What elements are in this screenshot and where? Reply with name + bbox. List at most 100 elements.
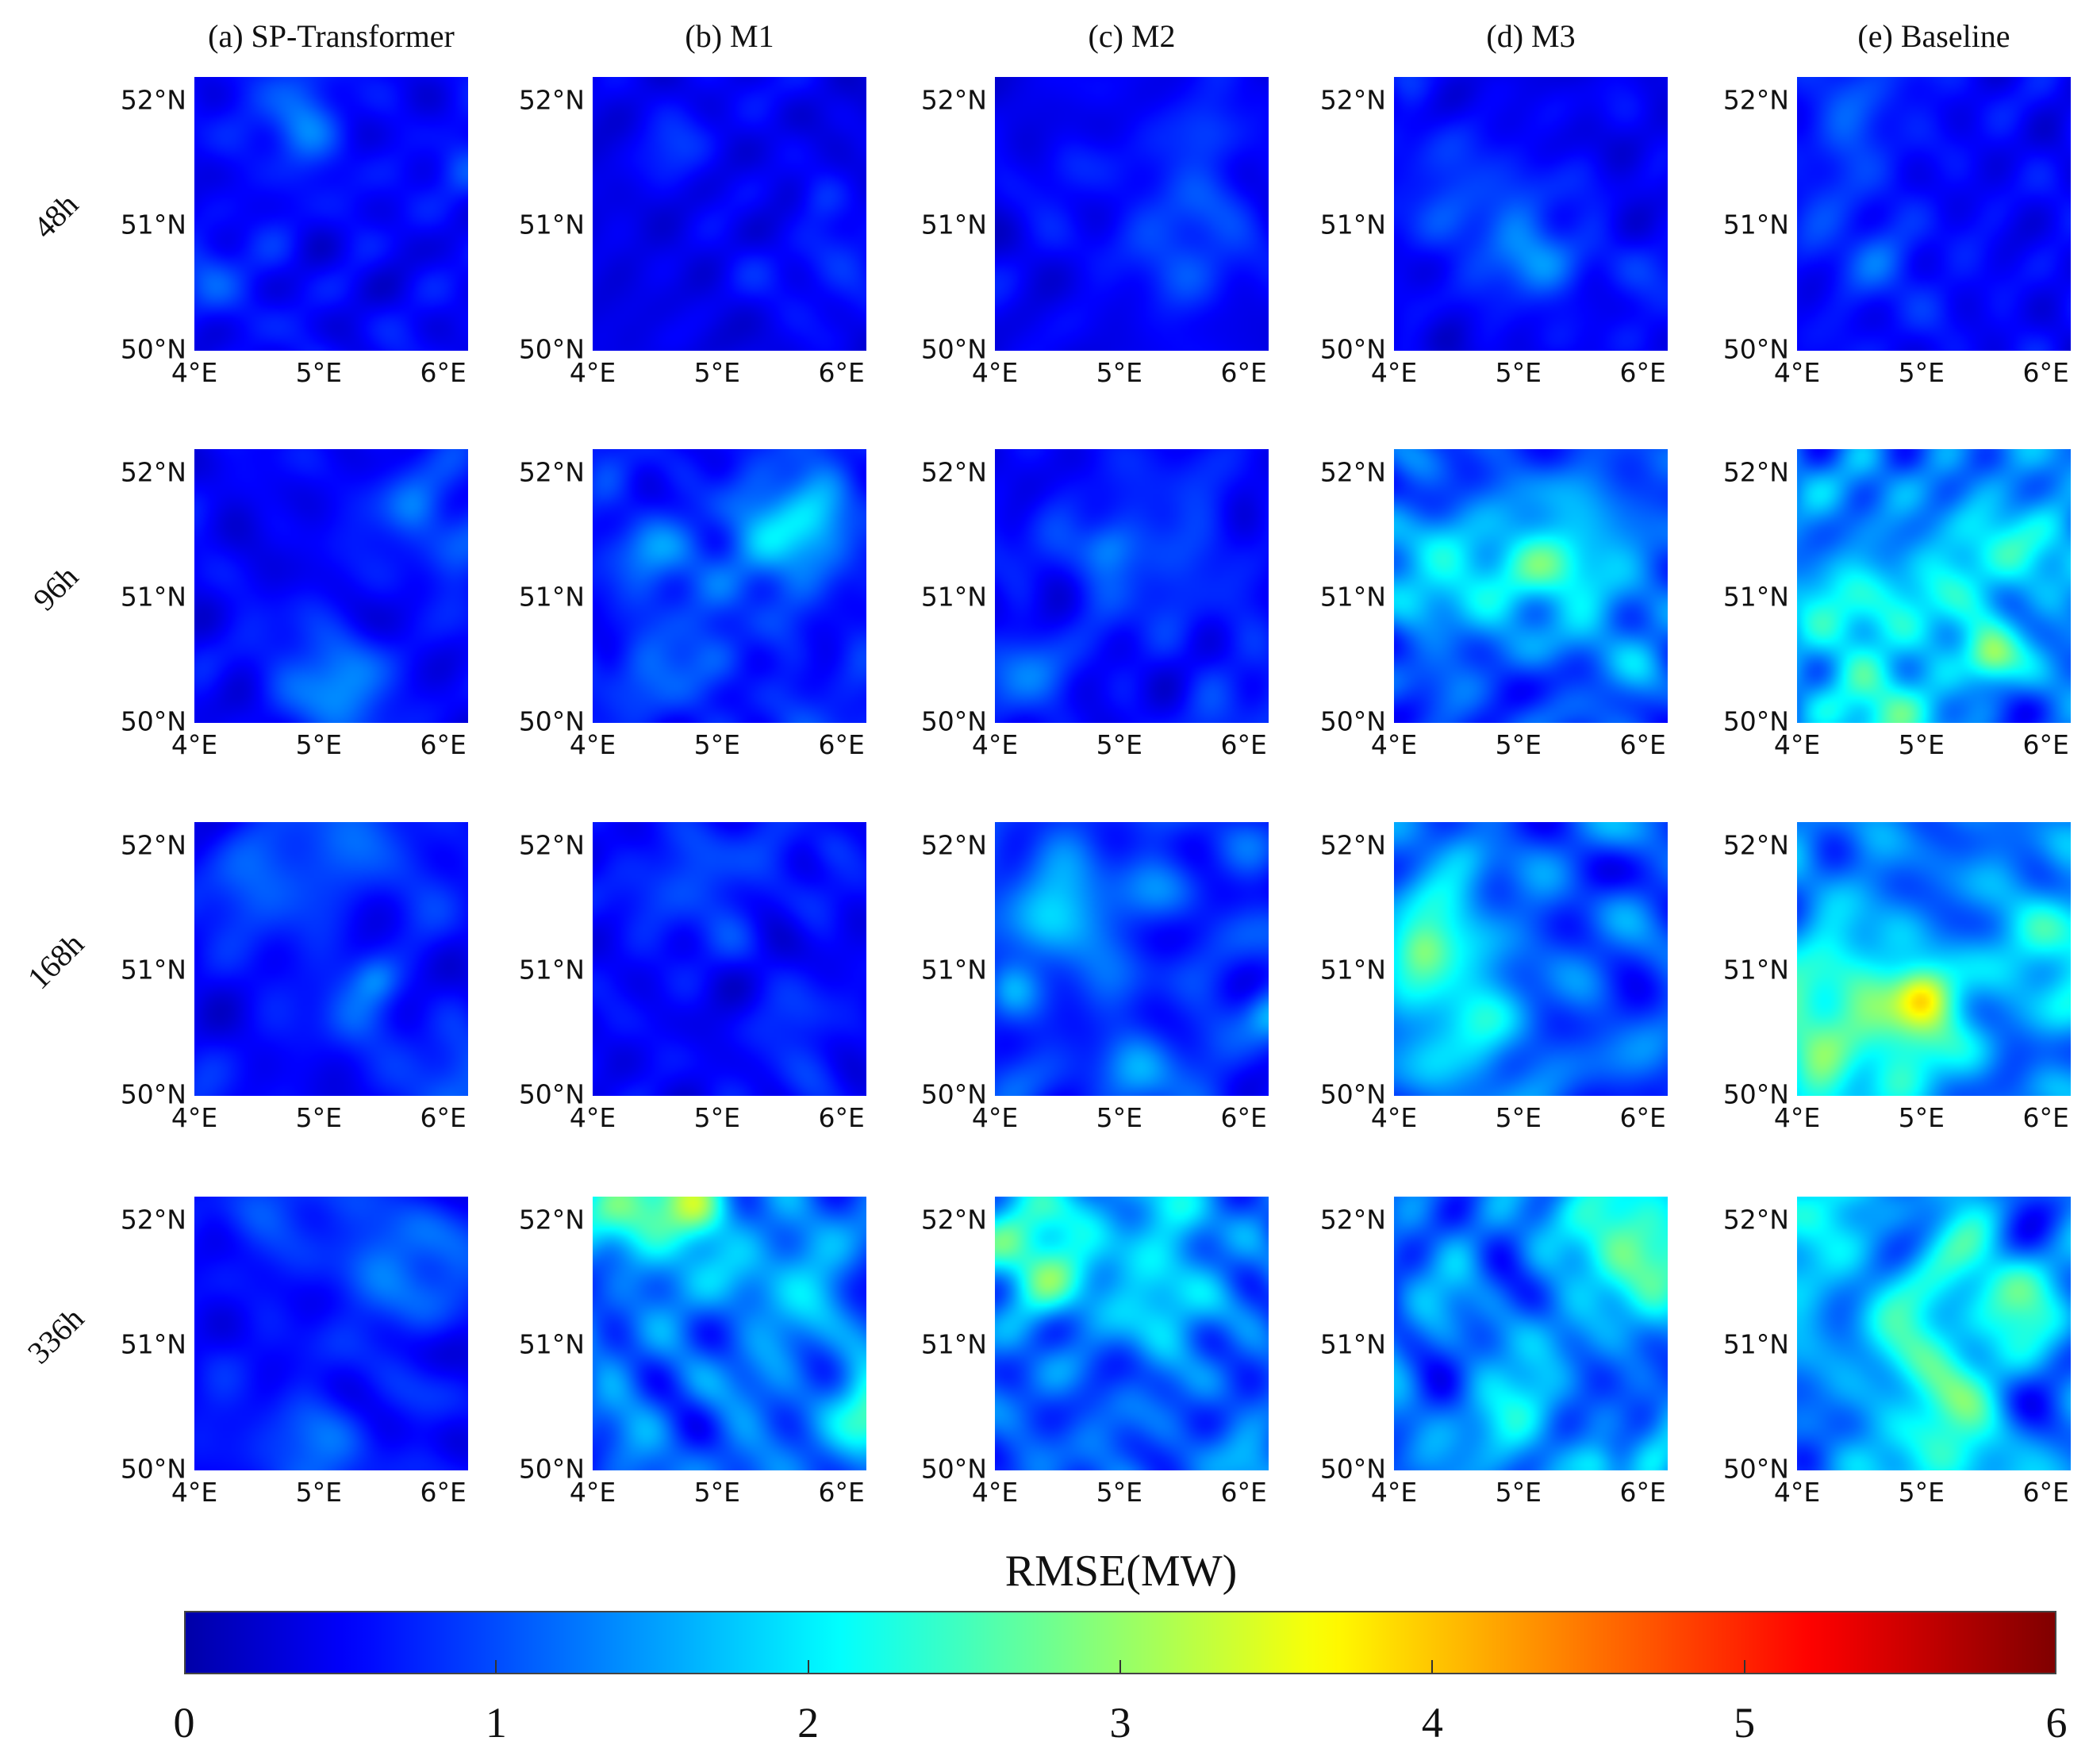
y-tick-label: 52°N [1319,456,1386,488]
y-tick-label: 52°N [1722,456,1789,488]
y-tick-label: 52°N [120,84,186,116]
x-tick-label: 4°E [971,1102,1019,1133]
heatmap-field [1797,822,2071,1096]
x-tick-label: 4°E [569,1477,616,1508]
colorbar-tick-label: 2 [797,1699,820,1747]
row-label: 96h [25,558,86,618]
x-tick-label: 6°E [1619,357,1666,388]
heatmap-field [995,1197,1269,1470]
heatmap-field [1394,822,1668,1096]
colorbar-tick-label: 0 [173,1699,195,1747]
x-tick-label: 4°E [1773,357,1821,388]
y-tick-label: 52°N [120,829,186,861]
x-tick-label: 5°E [693,729,740,760]
x-tick-label: 5°E [1898,357,1945,388]
y-tick-label: 50°N [518,333,585,365]
x-tick-label: 4°E [1370,1477,1418,1508]
x-tick-label: 4°E [1370,729,1418,760]
y-tick-label: 52°N [1722,84,1789,116]
y-tick-label: 51°N [1319,581,1386,613]
x-tick-label: 6°E [1220,729,1267,760]
x-tick-label: 5°E [1096,357,1142,388]
y-tick-label: 51°N [518,581,585,613]
x-tick-label: 6°E [1619,729,1666,760]
x-tick-label: 5°E [693,1477,740,1508]
y-tick-label: 52°N [920,829,987,861]
heatmap-field [194,1197,468,1470]
x-tick-label: 5°E [295,1477,342,1508]
y-tick-label: 51°N [920,209,987,240]
y-tick-label: 51°N [1319,209,1386,240]
x-tick-label: 4°E [1773,1102,1821,1133]
y-tick-label: 51°N [920,581,987,613]
row-label: 168h [20,925,91,997]
x-tick-label: 4°E [171,1477,218,1508]
heatmap-panel [593,77,866,351]
heatmap-field [995,77,1269,351]
y-tick-label: 52°N [518,1204,585,1236]
x-tick-label: 4°E [171,729,218,760]
colorbar-label: RMSE(MW) [1004,1547,1238,1596]
y-tick-label: 51°N [518,1328,585,1360]
y-tick-label: 50°N [1319,333,1386,365]
heatmap-panel [1394,822,1668,1096]
heatmap-field [1394,77,1668,351]
x-tick-label: 6°E [818,1477,865,1508]
y-tick-label: 50°N [920,1453,987,1485]
x-tick-label: 6°E [1619,1102,1666,1133]
y-tick-label: 52°N [518,456,585,488]
x-tick-label: 6°E [818,357,865,388]
y-tick-label: 50°N [120,333,186,365]
x-tick-label: 4°E [1773,729,1821,760]
x-tick-label: 6°E [420,1477,467,1508]
y-tick-label: 52°N [518,829,585,861]
x-tick-label: 6°E [818,729,865,760]
heatmap-field [194,822,468,1096]
y-tick-label: 51°N [120,1328,186,1360]
y-tick-label: 50°N [920,333,987,365]
heatmap-field [593,822,866,1096]
heatmap-field [995,449,1269,723]
heatmap-panel [593,1197,866,1470]
row-label: 336h [20,1300,91,1371]
y-tick-label: 50°N [518,1453,585,1485]
y-tick-label: 51°N [518,954,585,986]
y-tick-label: 50°N [120,1078,186,1110]
y-tick-label: 50°N [1319,1453,1386,1485]
y-tick-label: 51°N [1722,1328,1789,1360]
x-tick-label: 5°E [295,1102,342,1133]
colorbar-tick-label: 5 [1734,1699,1756,1747]
y-tick-label: 50°N [1319,1078,1386,1110]
x-tick-label: 5°E [1495,1102,1542,1133]
colorbar-tick-label: 6 [2045,1699,2068,1747]
colorbar-tick-label: 4 [1421,1699,1443,1747]
heatmap-panel [194,449,468,723]
heatmap-panel [593,449,866,723]
heatmap-field [593,77,866,351]
x-tick-label: 6°E [2022,1102,2069,1133]
y-tick-label: 52°N [120,456,186,488]
colorbar-tick-mark [1431,1660,1434,1673]
x-tick-label: 6°E [1619,1477,1666,1508]
colorbar-tick-mark [807,1660,809,1673]
colorbar-tick-mark [495,1660,497,1673]
x-tick-label: 5°E [1495,1477,1542,1508]
x-tick-label: 6°E [818,1102,865,1133]
y-tick-label: 50°N [920,705,987,737]
y-tick-label: 51°N [120,581,186,613]
y-tick-label: 50°N [518,1078,585,1110]
heatmap-field [194,77,468,351]
x-tick-label: 6°E [1220,1477,1267,1508]
y-tick-label: 50°N [920,1078,987,1110]
y-tick-label: 51°N [1319,954,1386,986]
y-tick-label: 51°N [1722,209,1789,240]
heatmap-panel [593,822,866,1096]
x-tick-label: 6°E [420,357,467,388]
column-title: (c) M2 [1088,18,1176,54]
x-tick-label: 5°E [1898,729,1945,760]
x-tick-label: 4°E [569,729,616,760]
x-tick-label: 4°E [171,1102,218,1133]
x-tick-label: 4°E [1773,1477,1821,1508]
y-tick-label: 50°N [120,1453,186,1485]
